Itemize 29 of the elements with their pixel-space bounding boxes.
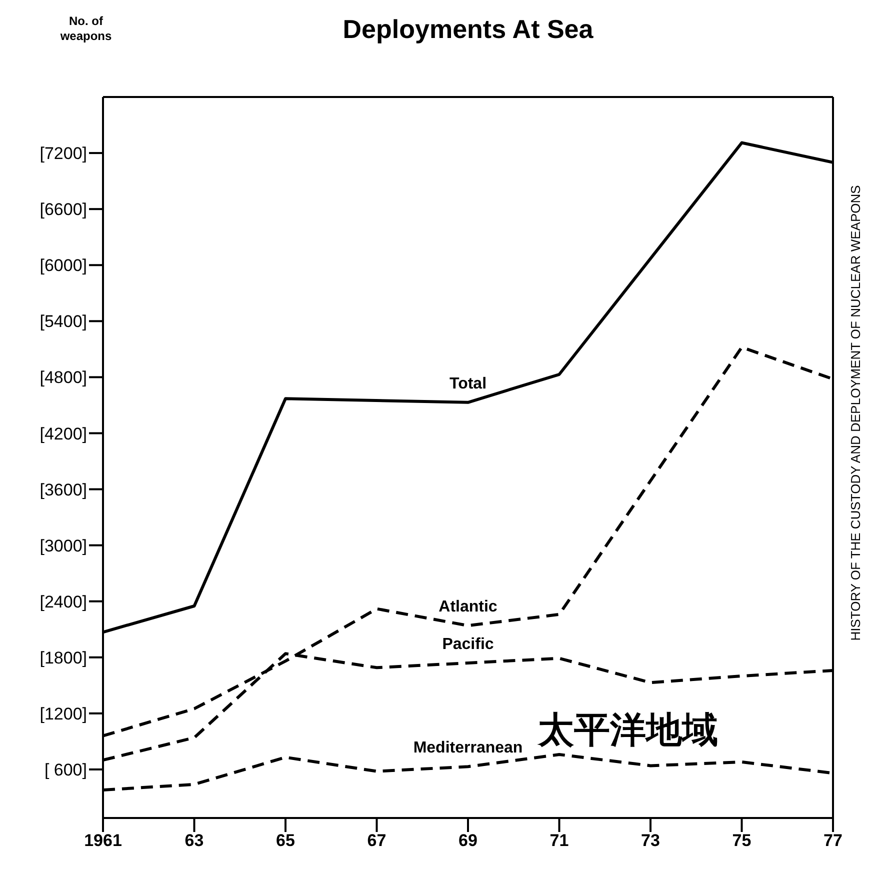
y-tick-label: [4200] xyxy=(40,424,87,444)
y-tick-label: [6000] xyxy=(40,256,87,276)
y-tick-label: [2400] xyxy=(40,592,87,612)
y-tick-label: [ 600] xyxy=(44,760,87,780)
x-tick-label: 73 xyxy=(641,831,660,850)
x-tick-label: 1961 xyxy=(84,831,122,850)
annotation: 太平洋地域 xyxy=(538,708,718,752)
text: HISTORY OF THE CUSTODY AND DEPLOYMENT OF NUCLEAR WEAPONS xyxy=(848,184,863,643)
x-tick-label: 69 xyxy=(458,831,478,850)
y-tick-label: [3000] xyxy=(40,536,87,556)
series-label: Atlantic xyxy=(438,598,498,616)
x-tick-label: 65 xyxy=(276,831,295,850)
text: No. of weapons xyxy=(59,14,113,44)
y-tick-label: [6600] xyxy=(40,200,87,220)
x-tick-label: 75 xyxy=(732,831,752,850)
y-tick-label: [1200] xyxy=(40,704,87,724)
x-tick-label: 63 xyxy=(184,831,204,850)
y-tick-label: [3600] xyxy=(40,480,87,500)
series-label: Pacific xyxy=(442,636,494,653)
series-label: Mediterranean xyxy=(413,740,523,757)
y-tick-label: [4800] xyxy=(40,368,87,388)
y-tick-label: [7200] xyxy=(40,144,87,164)
x-tick-label: 67 xyxy=(367,831,386,850)
y-tick-label: [5400] xyxy=(40,312,87,332)
y-tick-label: [1800] xyxy=(40,648,87,668)
x-tick-label: 77 xyxy=(824,831,842,850)
x-tick-label: 71 xyxy=(550,831,569,850)
series-label: Total xyxy=(449,375,487,392)
chart-title: Deployments At Sea xyxy=(342,14,594,45)
